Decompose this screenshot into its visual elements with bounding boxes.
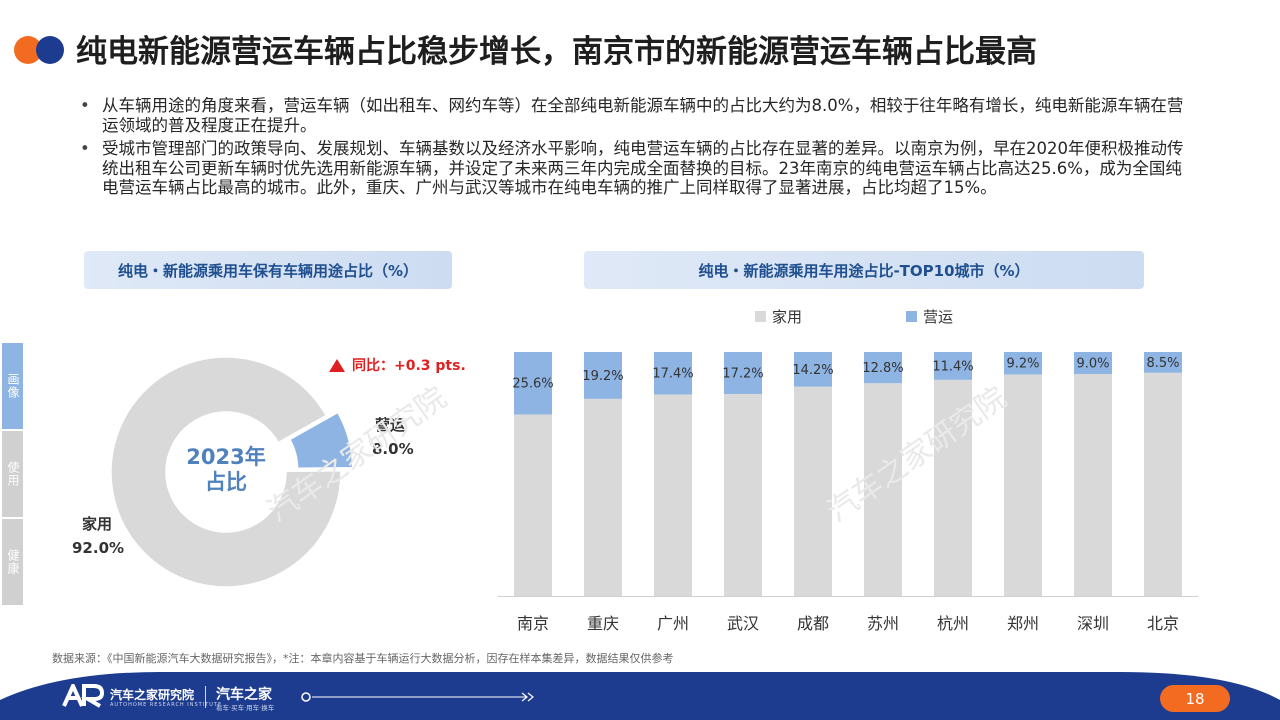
bar-home-4 [794,386,832,596]
home-value: 92.0% [72,539,125,557]
legend-swatch-ops [906,311,917,322]
side-tab-health[interactable]: 健康 [2,519,23,605]
progress-track-icon [301,692,534,702]
bar-ops-2 [654,352,692,395]
footnote: 数据来源：《中国新能源汽车大数据研究报告》，*注：本章内容基于车辆运行大数据分析… [52,652,674,665]
right-section-header: 纯电・新能源乘用车用途占比-TOP10城市（%） [584,251,1144,289]
bar-ops-7 [1004,352,1042,375]
side-tabs: 画像 使用 健康 [0,343,24,605]
bar-home-9 [1144,372,1182,596]
bar-ops-6 [934,352,972,380]
donut-center-year: 2023年 [186,445,266,469]
data-label-1: 19.2% [582,369,623,384]
left-section-header: 纯电・新能源乘用车保有车辆用途占比（%） [84,251,452,289]
bullet-list: 从车辆用途的角度来看，营运车辆（如出租车、网约车等）在全部纯电新能源车辆中的占比… [78,96,1198,202]
data-label-5: 12.8% [862,361,903,376]
home-label: 家用 [82,515,113,533]
side-tab-usage[interactable]: 使用 [2,431,23,517]
yoy-change-text: 同比：+0.3 pts. [352,358,466,374]
bullet-item: 受城市管理部门的政策导向、发展规划、车辆基数以及经济水平影响，纯电营运车辆的占比… [78,139,1198,198]
bar-home-3 [724,393,762,596]
bar-home-1 [584,398,622,596]
ops-label: 营运 [375,416,406,434]
donut-slice-ops [288,411,354,470]
title-logo-icon [14,36,64,64]
x-tick-label-7: 郑州 [1007,614,1039,633]
x-tick-label-3: 武汉 [727,614,759,633]
donut-slice-home [110,356,342,588]
brand-divider [205,686,206,708]
donut-chart [110,356,354,588]
bar-home-2 [654,394,692,596]
bar-ops-5 [864,352,902,384]
brand-subtitle: AUTOHOME RESEARCH INSTITUTE [110,702,223,708]
bar-ops-3 [724,352,762,394]
data-label-0: 25.6% [512,377,553,392]
bar-home-7 [1004,374,1042,596]
data-label-6: 11.4% [932,359,973,374]
data-label-2: 17.4% [652,367,693,382]
autohome-logo-icon [62,684,104,708]
stacked-bar-chart: 25.6% 南京 19.2% 重庆 17.4% 广州 17.2% 武汉 14.2% 成都 12.8%… [498,352,1198,633]
footer-bar [0,672,1280,720]
x-tick-label-2: 广州 [657,614,689,633]
x-tick-label-8: 深圳 [1077,614,1109,633]
bullet-item: 从车辆用途的角度来看，营运车辆（如出租车、网约车等）在全部纯电新能源车辆中的占比… [78,96,1198,135]
page-title: 纯电新能源营运车辆占比稳步增长，南京市的新能源营运车辆占比最高 [76,34,1037,70]
legend-ops-text: 营运 [923,308,954,326]
data-label-7: 9.2% [1006,357,1039,372]
bar-home-0 [514,414,552,596]
brand2-name: 汽车之家 [216,687,272,703]
legend-swatch-home [755,311,766,322]
bar-ops-0 [514,352,552,415]
triangle-up-icon [329,358,345,372]
x-tick-label-5: 苏州 [867,614,899,633]
x-tick-label-4: 成都 [797,614,829,633]
side-tab-portrait[interactable]: 画像 [2,343,23,429]
donut-center-text: 占比 [205,470,247,494]
brand-name: 汽车之家研究院 [110,688,195,702]
ops-value: 8.0% [372,440,414,458]
x-tick-label-0: 南京 [517,614,549,633]
bar-ops-8 [1074,352,1112,374]
page-number: 18 [1160,685,1230,712]
bar-home-8 [1074,373,1112,596]
legend-home: 家用 [755,306,802,327]
data-label-4: 14.2% [792,363,833,378]
bar-home-6 [934,379,972,596]
yoy-change: 同比：+0.3 pts. [328,355,466,375]
data-label-9: 8.5% [1146,356,1179,371]
data-label-3: 17.2% [722,366,763,381]
legend-ops: 营运 [906,306,953,327]
donut-center-label: 2023年 占比 [182,445,270,495]
x-tick-label-9: 北京 [1147,614,1179,633]
x-tick-label-1: 重庆 [587,614,619,633]
x-tick-label-6: 杭州 [937,614,969,633]
brand2-subtitle: 看车·买车·用车·换车 [216,704,275,712]
data-label-8: 9.0% [1076,356,1109,371]
bar-ops-4 [794,352,832,387]
bar-ops-9 [1144,352,1182,373]
bar-ops-1 [584,352,622,399]
legend-home-text: 家用 [772,308,803,326]
bar-home-5 [864,383,902,596]
